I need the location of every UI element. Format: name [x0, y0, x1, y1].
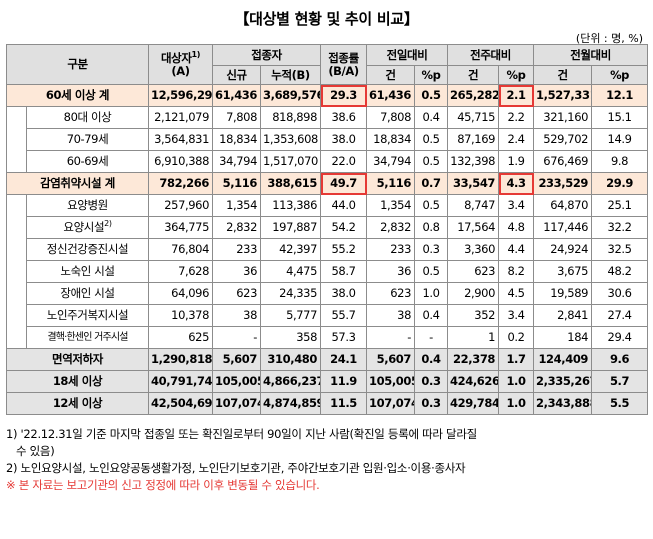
header-gubun: 구분 — [6, 44, 149, 85]
table-row: 60-69세 6,910,388 34,794 1,517,070 22.0 3… — [6, 150, 649, 173]
header-prev-week: 전주대비 — [447, 44, 535, 66]
header-vaccinated: 접종자 — [211, 44, 322, 66]
table-row: 결핵·한센인 거주시설 625 - 358 57.3 - - 1 0.2 184… — [6, 326, 649, 349]
header-week-pctp: %p — [498, 65, 535, 85]
week-pctp-highlight-box: 2.1 — [498, 84, 535, 107]
table-row-18plus: 18세 이상 40,791,747 105,005 4,866,237 11.9… — [6, 370, 649, 393]
table-row-12plus: 12세 이상 42,504,697 107,074 4,874,859 11.5… — [6, 392, 649, 415]
table-row: 80대 이상 2,121,079 7,808 818,898 38.6 7,80… — [6, 106, 649, 129]
header-day-pctp: %p — [414, 65, 449, 85]
table-row: 장애인 시설 64,096 623 24,335 38.0 623 1.0 2,… — [6, 282, 649, 305]
header-week-count: 건 — [447, 65, 500, 85]
rate-highlight-box: 49.7 — [320, 172, 368, 195]
table-row: 노인주거복지시설 10,378 38 5,777 55.7 38 0.4 352… — [6, 304, 649, 327]
disclaimer: ※ 본 자료는 보고기관의 신고 정정에 따라 이후 변동될 수 있습니다. — [6, 478, 320, 492]
unit-label: (단위 : 명, %) — [575, 32, 643, 45]
table-row-immunocompromised: 면역저하자 1,290,818 5,607 310,480 24.1 5,607… — [6, 348, 649, 371]
rate-highlight-box: 29.3 — [320, 84, 368, 107]
footnote-1-cont: 수 있음) — [16, 444, 55, 458]
footnotes: 1) '22.12.31일 기준 마지막 접종일 또는 확진일로부터 90일이 … — [6, 426, 647, 494]
header-new: 신규 — [212, 65, 261, 85]
header-rate: 접종률 (B/A) — [320, 44, 368, 85]
table-title: 【대상별 현황 및 추이 비교】 — [234, 10, 419, 28]
footnote-1: 1) '22.12.31일 기준 마지막 접종일 또는 확진일로부터 90일이 … — [6, 427, 477, 441]
header-prev-day: 전일대비 — [366, 44, 449, 66]
header-target: 대상자1) (A) — [148, 44, 213, 85]
table-row: 정신건강증진시설 76,804 233 42,397 55.2 233 0.3 … — [6, 238, 649, 261]
footnote-2: 2) 노인요양시설, 노인요양공동생활가정, 노인단기보호기관, 주야간보호기관… — [6, 461, 466, 475]
header-day-count: 건 — [366, 65, 416, 85]
table-row: 요양시설2) 364,775 2,832 197,887 54.2 2,832 … — [6, 216, 649, 239]
table-row: 요양병원 257,960 1,354 113,386 44.0 1,354 0.… — [6, 194, 649, 217]
header-month-pctp: %p — [591, 65, 649, 85]
header-prev-month: 전월대비 — [533, 44, 649, 66]
table-row: 70-79세 3,564,831 18,834 1,353,608 38.0 1… — [6, 128, 649, 151]
header-cumulative: 누적(B) — [259, 65, 322, 85]
vaccination-table: 구분 대상자1) (A) 접종자 접종률 (B/A) 전일대비 전주대비 전월대비 … — [6, 44, 649, 415]
table-row-facility-total: 감염취약시설 계 782,266 5,116 388,615 49.7 5,11… — [6, 172, 649, 195]
week-pctp-highlight-box: 4.3 — [498, 172, 535, 195]
table-row: 노숙인 시설 7,628 36 4,475 58.7 36 0.5 623 8.… — [6, 260, 649, 283]
header-month-count: 건 — [533, 65, 593, 85]
table-row-60plus-total: 60세 이상 계 12,596,298 61,436 3,689,576 29.… — [6, 84, 649, 107]
